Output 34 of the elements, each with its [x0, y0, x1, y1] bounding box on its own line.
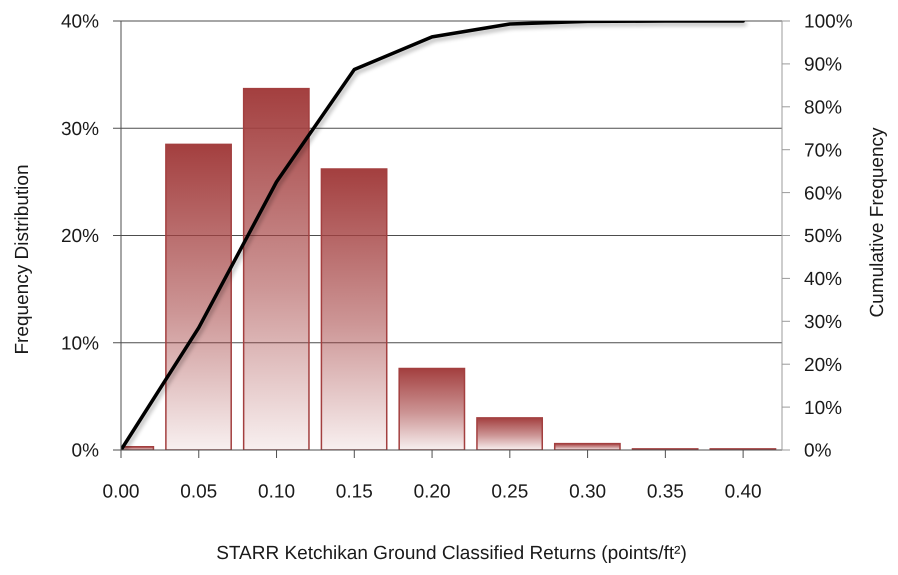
x-tick-label: 0.15 — [336, 481, 373, 502]
y2-tick-label: 80% — [804, 98, 842, 119]
y2-axis-title: Cumulative Frequency — [866, 126, 888, 318]
x-tick-label: 0.25 — [491, 481, 528, 502]
y2-tick-label: 40% — [804, 269, 842, 290]
y2-tick-label: 70% — [804, 140, 842, 162]
bar — [398, 368, 466, 450]
y2-tick-label: 60% — [804, 183, 842, 204]
y2-tick-label: 100% — [804, 12, 853, 33]
y2-tick-label: 10% — [804, 398, 842, 419]
y-tick-label: 30% — [60, 118, 100, 140]
x-tick-label: 0.00 — [102, 481, 140, 502]
x-tick-label: 0.40 — [724, 481, 762, 502]
x-tick-label: 0.35 — [646, 481, 684, 502]
x-tick-label: 0.05 — [180, 481, 218, 502]
bar — [554, 442, 621, 450]
y-tick-label: 40% — [60, 12, 100, 33]
x-axis-title: STARR Ketchikan Ground Classified Returns (points/ft²) — [216, 543, 687, 564]
y-axis-title: Frequency Distribution — [12, 164, 32, 355]
y-tick-label: 20% — [60, 226, 100, 248]
bar — [165, 144, 232, 450]
y-tick-label: 10% — [60, 333, 100, 354]
y2-tick-label: 50% — [804, 226, 842, 248]
bar — [320, 168, 388, 450]
x-tick-label: 0.10 — [258, 481, 296, 502]
y2-tick-label: 90% — [804, 54, 842, 76]
y2-tick-label: 0% — [804, 440, 832, 462]
x-tick-label: 0.30 — [569, 481, 606, 502]
bar — [242, 88, 310, 450]
y-tick-label: 0% — [72, 440, 100, 462]
y2-tick-label: 30% — [804, 312, 842, 334]
x-tick-label: 0.20 — [414, 481, 451, 502]
bar — [476, 417, 544, 450]
y2-tick-label: 20% — [804, 354, 842, 376]
